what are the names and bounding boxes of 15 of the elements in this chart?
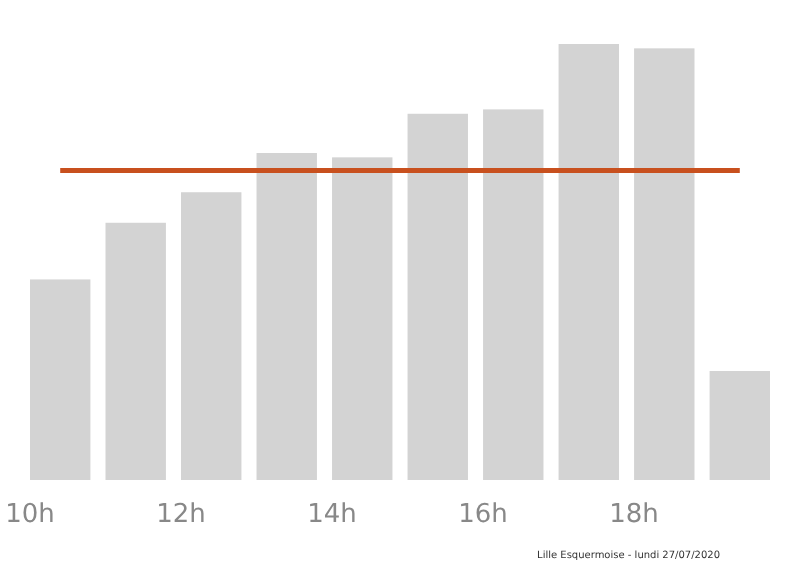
x-tick-label: 12h — [156, 500, 206, 530]
bar — [483, 109, 544, 480]
x-tick-label: 16h — [458, 500, 508, 530]
bar — [256, 153, 317, 480]
bar — [634, 48, 695, 480]
bar — [407, 113, 468, 480]
bar — [332, 157, 393, 480]
x-tick-label: 14h — [307, 500, 357, 530]
bar — [105, 222, 166, 480]
bar — [558, 44, 619, 480]
bar — [709, 371, 770, 480]
x-tick-label: 10h — [5, 500, 55, 530]
bar — [30, 279, 91, 480]
bar — [181, 192, 242, 480]
x-tick-label: 18h — [609, 500, 659, 530]
